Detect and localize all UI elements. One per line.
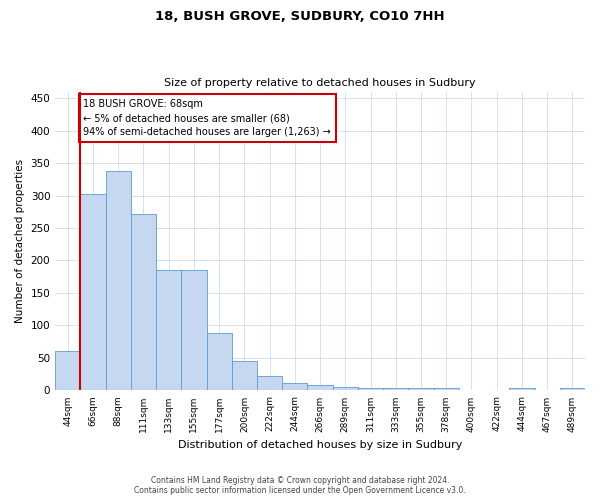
X-axis label: Distribution of detached houses by size in Sudbury: Distribution of detached houses by size …: [178, 440, 462, 450]
Text: Contains HM Land Registry data © Crown copyright and database right 2024.
Contai: Contains HM Land Registry data © Crown c…: [134, 476, 466, 495]
Bar: [282, 382, 307, 390]
Bar: [55, 352, 80, 391]
Bar: [131, 214, 156, 390]
Title: Size of property relative to detached houses in Sudbury: Size of property relative to detached ho…: [164, 78, 476, 88]
Bar: [181, 270, 206, 390]
Bar: [206, 334, 232, 390]
Bar: [106, 171, 131, 390]
Bar: [383, 388, 409, 390]
Bar: [358, 388, 383, 390]
Bar: [560, 388, 585, 390]
Bar: [332, 387, 358, 390]
Text: 18, BUSH GROVE, SUDBURY, CO10 7HH: 18, BUSH GROVE, SUDBURY, CO10 7HH: [155, 10, 445, 23]
Text: 18 BUSH GROVE: 68sqm
← 5% of detached houses are smaller (68)
94% of semi-detach: 18 BUSH GROVE: 68sqm ← 5% of detached ho…: [83, 100, 331, 138]
Bar: [434, 388, 459, 390]
Bar: [156, 270, 181, 390]
Bar: [80, 194, 106, 390]
Bar: [409, 388, 434, 390]
Y-axis label: Number of detached properties: Number of detached properties: [15, 159, 25, 323]
Bar: [509, 388, 535, 390]
Bar: [257, 376, 282, 390]
Bar: [307, 385, 332, 390]
Bar: [232, 361, 257, 390]
